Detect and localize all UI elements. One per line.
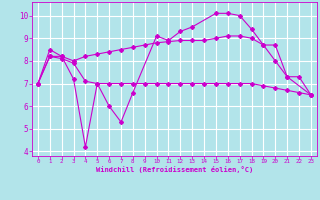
- X-axis label: Windchill (Refroidissement éolien,°C): Windchill (Refroidissement éolien,°C): [96, 166, 253, 173]
